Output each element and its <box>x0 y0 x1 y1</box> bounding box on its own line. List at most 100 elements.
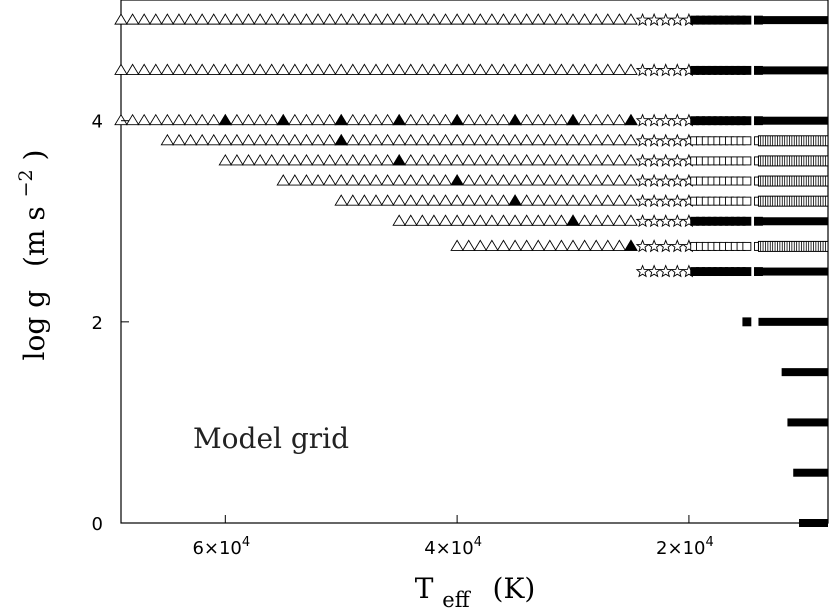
open-star-marker <box>670 113 685 127</box>
open-star-marker <box>635 133 650 147</box>
open-triangle-marker <box>485 154 499 166</box>
open-star-marker <box>670 173 685 187</box>
open-triangle-marker <box>380 133 395 146</box>
open-triangle-marker <box>403 194 418 206</box>
open-triangle-marker <box>473 133 488 146</box>
open-triangle-marker <box>543 214 557 226</box>
open-triangle-marker <box>172 113 186 126</box>
open-triangle-marker <box>288 13 302 25</box>
open-triangle-marker <box>496 239 511 251</box>
dense-filled-sequence <box>758 217 828 226</box>
open-triangle-marker <box>357 174 372 186</box>
open-triangle-marker <box>496 113 511 126</box>
open-triangle-marker <box>543 63 557 75</box>
filled-triangle-marker <box>334 133 349 146</box>
open-triangle-marker <box>322 13 337 25</box>
open-triangle-marker <box>600 154 615 166</box>
open-triangle-marker <box>543 154 557 166</box>
open-triangle-marker <box>600 13 615 25</box>
open-triangle-marker <box>206 113 221 126</box>
plot-frame <box>120 0 829 524</box>
open-triangle-marker <box>403 113 418 126</box>
filled-triangle-marker <box>508 194 522 206</box>
open-star-marker <box>647 133 662 147</box>
x-axis-title-sub: eff <box>442 588 471 612</box>
open-triangle-marker <box>589 63 603 75</box>
open-triangle-marker <box>160 13 175 25</box>
open-triangle-marker <box>508 63 522 75</box>
open-triangle-marker <box>589 133 603 146</box>
open-triangle-marker <box>114 13 128 25</box>
open-star-marker <box>635 214 650 228</box>
dense-open-sequence <box>757 135 829 147</box>
open-triangle-marker <box>114 63 128 75</box>
open-star-marker <box>670 63 685 77</box>
open-triangle-marker <box>334 13 349 25</box>
open-triangle-marker <box>589 214 603 226</box>
open-triangle-marker <box>172 13 186 25</box>
open-triangle-marker <box>427 174 441 186</box>
open-triangle-marker <box>253 154 267 166</box>
open-triangle-marker <box>485 13 499 25</box>
open-triangle-marker <box>276 154 291 166</box>
open-triangle-marker <box>531 239 546 251</box>
open-triangle-marker <box>508 214 522 226</box>
filled-square-marker <box>742 267 752 277</box>
filled-triangle-marker <box>624 239 638 251</box>
open-star-marker <box>670 193 685 207</box>
open-triangle-marker <box>554 133 569 146</box>
open-triangle-marker <box>589 194 603 206</box>
open-triangle-marker <box>415 133 430 146</box>
open-triangle-marker <box>496 63 511 75</box>
open-triangle-marker <box>253 13 267 25</box>
x-axis-title-main: T <box>415 572 434 605</box>
filled-square-marker <box>742 15 752 25</box>
open-triangle-marker <box>554 113 569 126</box>
open-star-marker <box>658 193 673 207</box>
open-square-marker <box>742 196 752 206</box>
open-triangle-marker <box>612 133 627 146</box>
filled-triangle-marker <box>392 113 406 126</box>
open-triangle-marker <box>206 13 221 25</box>
open-triangle-marker <box>195 13 209 25</box>
open-triangle-marker <box>519 194 534 206</box>
open-triangle-marker <box>485 239 499 251</box>
open-star-marker <box>647 239 662 253</box>
open-triangle-marker <box>543 194 557 206</box>
open-triangle-marker <box>218 154 233 166</box>
open-triangle-marker <box>600 133 615 146</box>
open-triangle-marker <box>624 154 638 166</box>
open-triangle-marker <box>427 113 441 126</box>
open-star-marker <box>635 173 650 187</box>
open-triangle-marker <box>531 174 546 186</box>
open-triangle-marker <box>299 13 314 25</box>
open-triangle-marker <box>357 63 372 75</box>
open-star-marker <box>670 264 685 278</box>
open-triangle-marker <box>392 63 406 75</box>
open-triangle-marker <box>392 214 406 226</box>
open-triangle-marker <box>253 133 267 146</box>
open-triangle-marker <box>241 13 256 25</box>
open-star-marker <box>635 63 650 77</box>
open-star-marker <box>670 153 685 167</box>
open-star-marker <box>635 113 650 127</box>
open-triangle-marker <box>577 13 592 25</box>
open-triangle-marker <box>380 113 395 126</box>
open-triangle-marker <box>577 63 592 75</box>
open-triangle-marker <box>114 113 128 126</box>
open-triangle-marker <box>288 174 302 186</box>
open-triangle-marker <box>612 174 627 186</box>
open-triangle-marker <box>589 113 603 126</box>
open-triangle-marker <box>612 113 627 126</box>
x-tick-label: 2×104 <box>656 535 714 559</box>
filled-triangle-marker <box>392 154 406 166</box>
open-triangle-marker <box>566 239 580 251</box>
open-triangle-marker <box>148 113 163 126</box>
open-square-marker <box>742 156 752 166</box>
open-triangle-marker <box>508 13 522 25</box>
open-triangle-marker <box>195 133 209 146</box>
open-triangle-marker <box>612 154 627 166</box>
open-triangle-marker <box>508 174 522 186</box>
open-triangle-marker <box>357 133 372 146</box>
open-triangle-marker <box>241 113 256 126</box>
